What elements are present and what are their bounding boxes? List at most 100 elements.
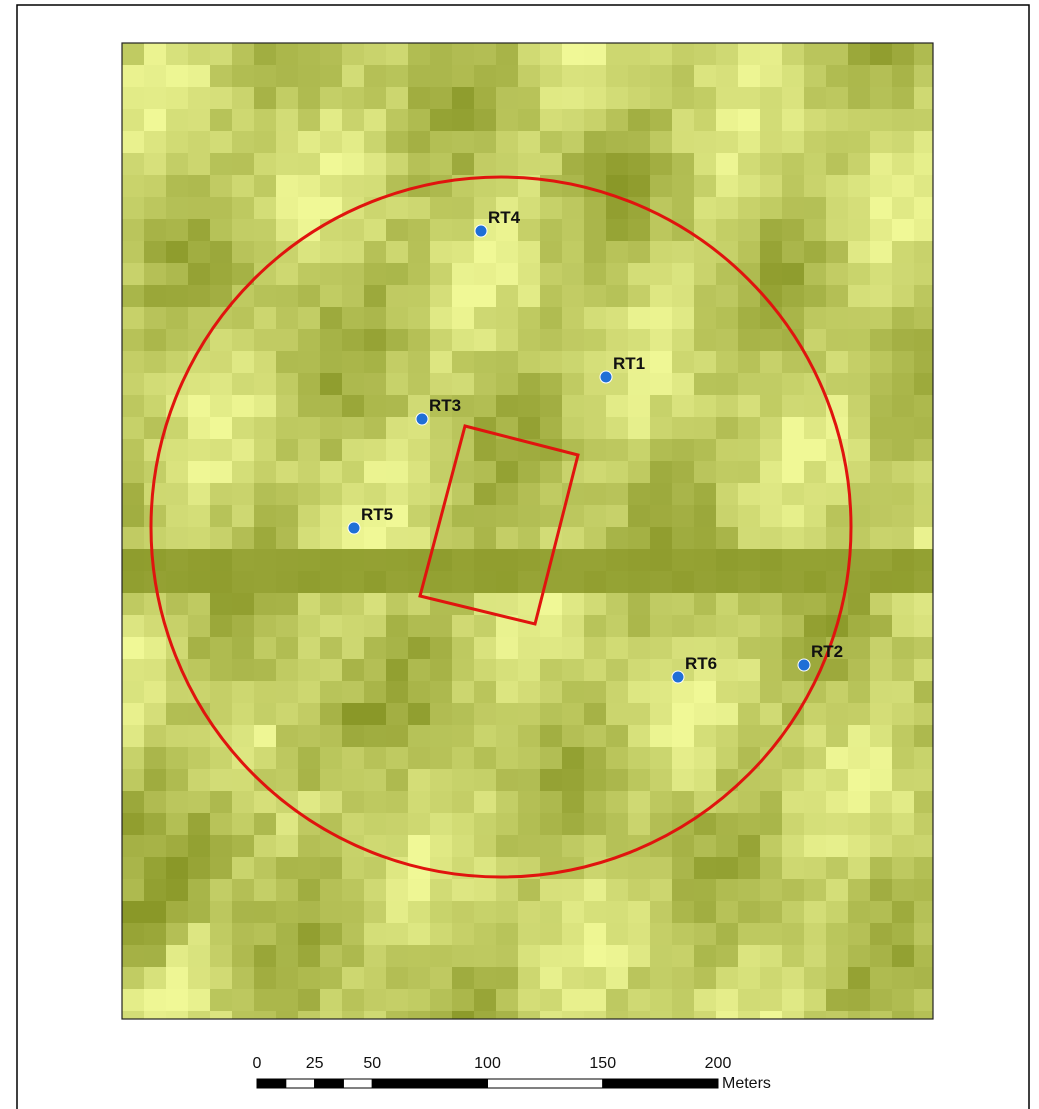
raster-cell	[848, 989, 871, 1012]
raster-cell	[606, 505, 629, 528]
raster-cell	[386, 109, 409, 132]
raster-cell	[452, 373, 475, 396]
raster-cell	[848, 175, 871, 198]
raster-cell	[342, 747, 365, 770]
sample-point	[348, 522, 360, 534]
raster-cell	[540, 989, 563, 1012]
raster-cell	[342, 879, 365, 902]
raster-cell	[408, 835, 431, 858]
raster-cell	[298, 659, 321, 682]
raster-cell	[232, 483, 255, 506]
raster-cell	[540, 967, 563, 990]
raster-cell	[298, 879, 321, 902]
raster-cell	[166, 43, 189, 66]
raster-cell	[584, 175, 607, 198]
raster-cell	[276, 945, 299, 968]
raster-cell	[716, 725, 739, 748]
raster-cell	[364, 395, 387, 418]
point-label: RT3	[429, 396, 461, 415]
raster-cell	[584, 967, 607, 990]
raster-cell	[760, 439, 783, 462]
raster-cell	[254, 681, 277, 704]
raster-cell	[870, 373, 893, 396]
raster-cell	[276, 879, 299, 902]
raster-cell	[518, 835, 541, 858]
raster-cell	[694, 461, 717, 484]
raster-cell	[782, 989, 805, 1012]
raster-cell	[144, 769, 167, 792]
raster-cell	[606, 923, 629, 946]
raster-cell	[672, 615, 695, 638]
raster-cell	[386, 967, 409, 990]
raster-cell	[694, 131, 717, 154]
raster-cell	[342, 109, 365, 132]
raster-cell	[474, 549, 497, 572]
raster-cell	[452, 989, 475, 1012]
raster-cell	[430, 219, 453, 242]
raster-cell	[672, 571, 695, 594]
raster-cell	[672, 241, 695, 264]
raster-cell	[254, 901, 277, 924]
raster-cell	[804, 395, 827, 418]
raster-cell	[870, 461, 893, 484]
raster-cell	[408, 153, 431, 176]
raster-cell	[496, 923, 519, 946]
raster-cell	[892, 549, 915, 572]
raster-cell	[518, 483, 541, 506]
raster-cell	[188, 901, 211, 924]
raster-cell	[782, 197, 805, 220]
raster-cell	[298, 285, 321, 308]
raster-cell	[254, 527, 277, 550]
raster-cell	[232, 87, 255, 110]
raster-cell	[760, 923, 783, 946]
raster-cell	[650, 153, 673, 176]
raster-cell	[430, 43, 453, 66]
raster-cell	[760, 769, 783, 792]
raster-cell	[716, 373, 739, 396]
raster-cell	[166, 263, 189, 286]
raster-cell	[650, 285, 673, 308]
raster-cell	[276, 395, 299, 418]
raster-cell	[804, 571, 827, 594]
raster-cell	[892, 813, 915, 836]
raster-cell	[848, 153, 871, 176]
raster-cell	[694, 923, 717, 946]
raster-cell	[342, 901, 365, 924]
raster-cell	[210, 791, 233, 814]
raster-cell	[364, 329, 387, 352]
raster-cell	[870, 197, 893, 220]
raster-cell	[562, 571, 585, 594]
raster-cell	[408, 923, 431, 946]
raster-cell	[672, 857, 695, 880]
raster-cell	[804, 131, 827, 154]
raster-cell	[364, 725, 387, 748]
raster-cell	[870, 43, 893, 66]
raster-cell	[628, 439, 651, 462]
raster-cell	[298, 263, 321, 286]
raster-cell	[738, 527, 761, 550]
raster-cell	[562, 659, 585, 682]
raster-cell	[694, 967, 717, 990]
raster-cell	[298, 373, 321, 396]
raster-cell	[166, 241, 189, 264]
raster-cell	[606, 131, 629, 154]
raster-cell	[650, 725, 673, 748]
raster-cell	[694, 373, 717, 396]
raster-cell	[364, 175, 387, 198]
raster-cell	[650, 813, 673, 836]
raster-cell	[518, 901, 541, 924]
raster-cell	[232, 835, 255, 858]
raster-cell	[584, 681, 607, 704]
raster-cell	[430, 681, 453, 704]
raster-cell	[672, 747, 695, 770]
raster-cell	[430, 175, 453, 198]
raster-cell	[848, 945, 871, 968]
raster-cell	[716, 109, 739, 132]
raster-cell	[562, 901, 585, 924]
raster-cell	[518, 65, 541, 88]
raster-cell	[210, 461, 233, 484]
scale-tick-label: 25	[306, 1055, 324, 1072]
raster-cell	[122, 483, 145, 506]
raster-cell	[430, 659, 453, 682]
raster-cell	[474, 967, 497, 990]
